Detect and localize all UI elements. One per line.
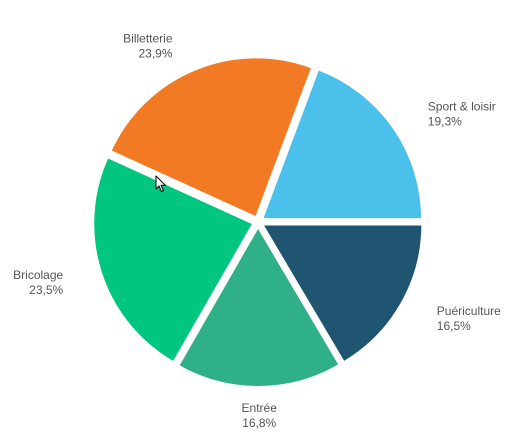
pie-slice-entr-e[interactable]	[176, 225, 341, 388]
slice-label-name: Billetterie	[123, 32, 173, 46]
slice-label-name: Bricolage	[13, 268, 63, 282]
pie-slice-billetterie[interactable]	[109, 56, 314, 219]
slices-group	[92, 56, 424, 388]
mouse-pointer-icon	[155, 175, 166, 192]
pie-slice-bricolage[interactable]	[92, 155, 255, 364]
pie-slice-sport-loisir[interactable]	[260, 68, 424, 221]
labels-group: Puériculture16,5%Entrée16,8%Bricolage23,…	[13, 32, 501, 430]
slice-label-value: 23,5%	[29, 283, 63, 297]
slice-label-name: Entrée	[242, 401, 278, 415]
slice-label-value: 19,3%	[428, 115, 462, 129]
slice-label-name: Puériculture	[437, 304, 501, 318]
slice-label-name: Sport & loisir	[428, 100, 496, 114]
slice-label-value: 16,8%	[242, 416, 276, 430]
slice-label-value: 23,9%	[138, 47, 172, 61]
pie-slice-pu-riculture[interactable]	[260, 223, 424, 364]
slice-label-value: 16,5%	[437, 319, 471, 333]
